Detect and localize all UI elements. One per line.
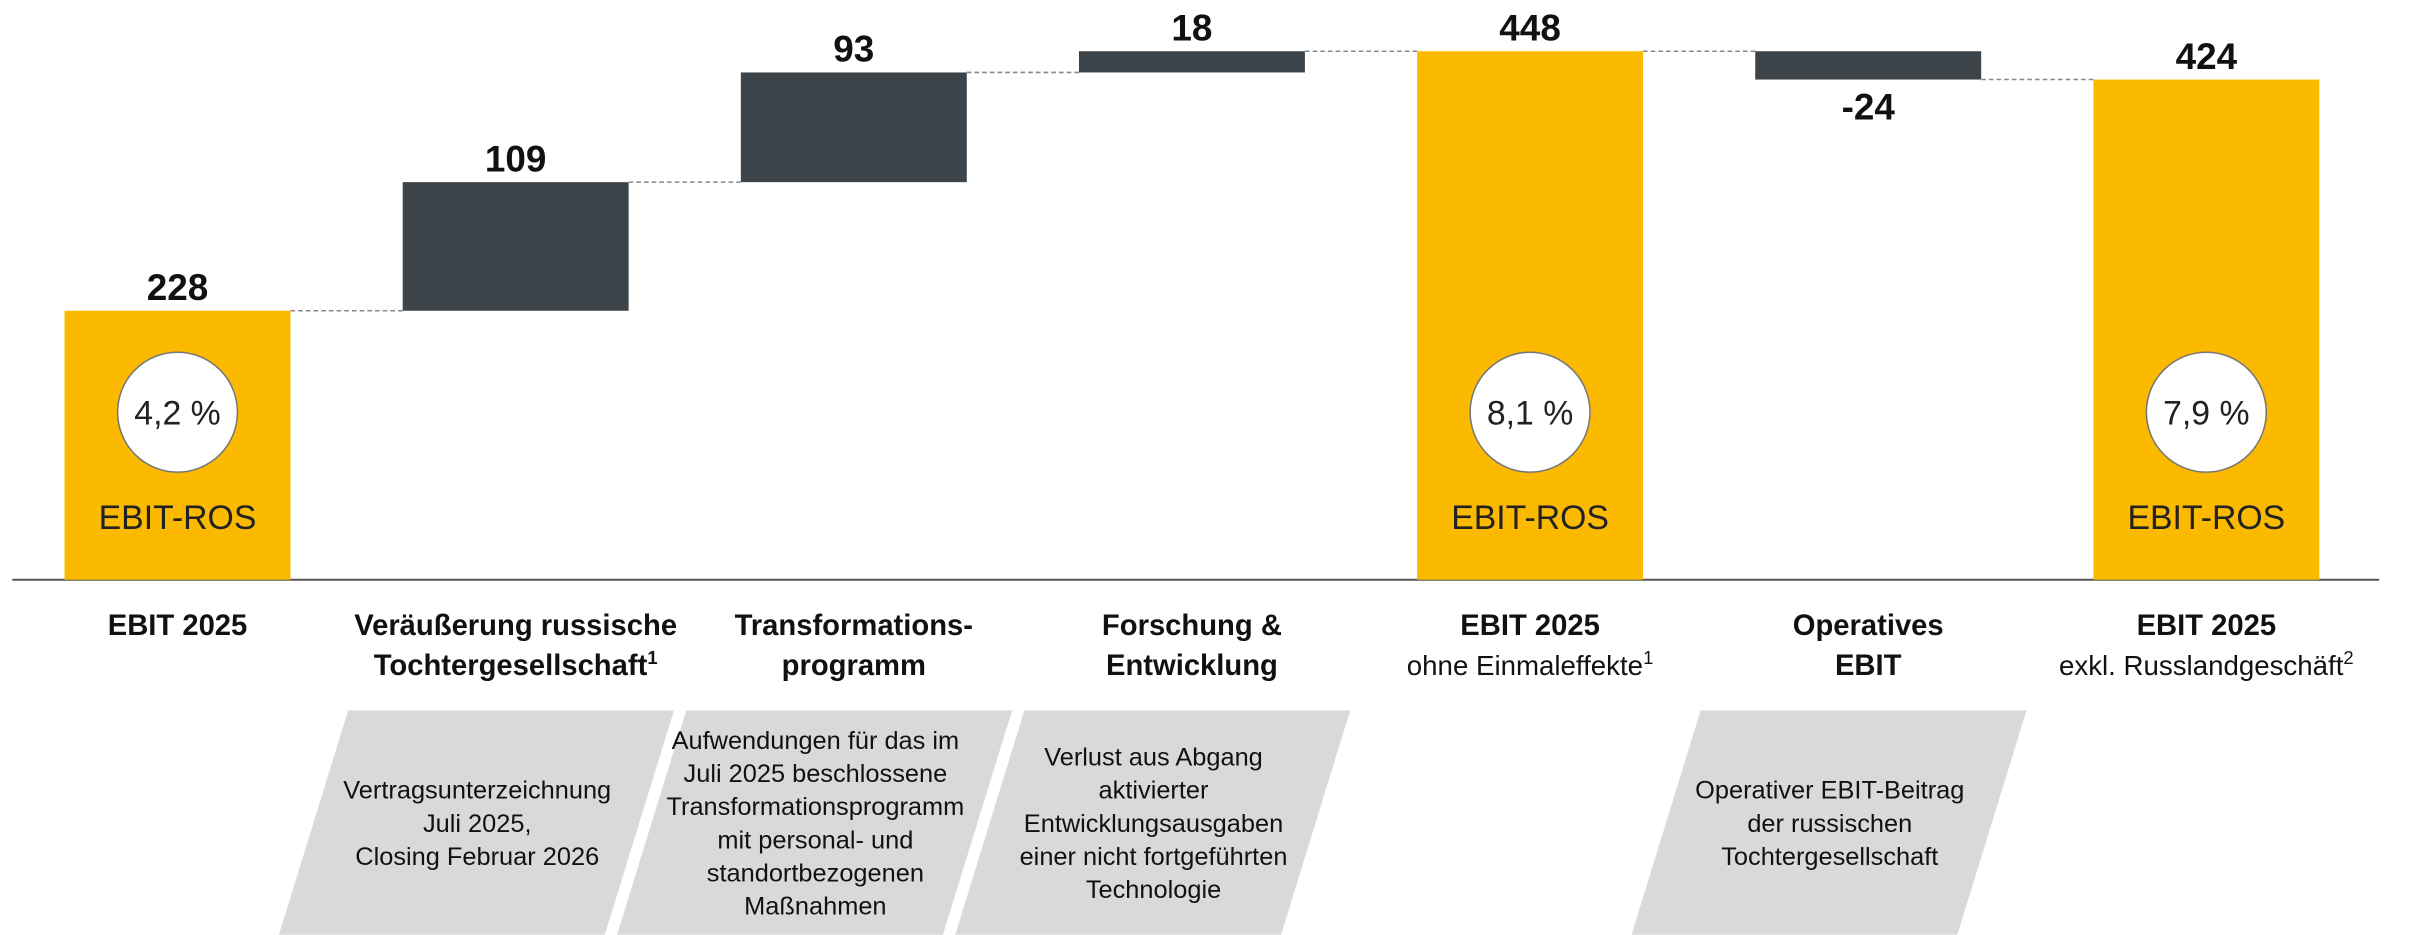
note-box xyxy=(1631,710,2027,935)
ros-value: 7,9 % xyxy=(2163,394,2249,432)
value-label: 18 xyxy=(1171,7,1212,48)
ros-caption: EBIT-ROS xyxy=(99,499,257,537)
note-box xyxy=(617,710,1013,935)
note-box xyxy=(278,710,674,935)
category-label: EBIT 2025 xyxy=(1460,610,1600,642)
sublabel-text: exkl. Russlandgeschäft xyxy=(2059,650,2344,681)
footnote: 2 xyxy=(2343,647,2353,668)
category-text: EBIT 2025 xyxy=(1460,610,1600,642)
category-text: EBIT 2025 xyxy=(108,610,248,642)
note-text: einer nicht fortgeführten xyxy=(1020,843,1288,871)
category-label: Transformations- xyxy=(735,610,973,642)
ros-caption: EBIT-ROS xyxy=(1451,499,1609,537)
note-text: Juli 2025, xyxy=(423,810,532,838)
note-text: Closing Februar 2026 xyxy=(355,843,599,871)
note-text: Transformationsprogramm xyxy=(666,793,964,821)
note-text: mit personal- und xyxy=(717,826,913,854)
category-text: programm xyxy=(782,650,926,682)
note-text: Operativer EBIT-Beitrag xyxy=(1695,777,1964,805)
category-label: Tochtergesellschaft1 xyxy=(374,647,658,682)
category-label: Forschung & xyxy=(1102,610,1282,642)
value-label: 424 xyxy=(2176,36,2238,77)
note-text: Aufwendungen für das im xyxy=(672,727,960,755)
bar xyxy=(2093,79,2320,580)
category-text: EBIT 2025 xyxy=(2137,610,2277,642)
note-text: Maßnahmen xyxy=(744,892,886,920)
category-label: Operatives xyxy=(1793,610,1944,642)
category-label: EBIT 2025 xyxy=(2137,610,2277,642)
ros-value: 8,1 % xyxy=(1487,394,1573,432)
value-label: 448 xyxy=(1499,7,1561,48)
note-text: Verlust aus Abgang xyxy=(1044,744,1263,772)
category-label: Veräußerung russische xyxy=(354,610,677,642)
category-sublabel: exkl. Russlandgeschäft2 xyxy=(2059,647,2354,681)
value-label: -24 xyxy=(1842,86,1896,127)
category-text: Entwicklung xyxy=(1106,650,1278,682)
category-label: EBIT xyxy=(1835,650,1902,682)
category-text: EBIT xyxy=(1835,650,1902,682)
note-text: Juli 2025 beschlossene xyxy=(684,760,948,788)
ros-circle xyxy=(2145,351,2268,473)
note-box xyxy=(955,710,1351,935)
ros-circle xyxy=(116,351,239,473)
category-text: Operatives xyxy=(1793,610,1944,642)
value-label: 93 xyxy=(833,29,874,70)
footnote: 1 xyxy=(1643,647,1653,668)
category-text: Transformations- xyxy=(735,610,973,642)
category-label: EBIT 2025 xyxy=(108,610,248,642)
bar xyxy=(1755,51,1982,80)
ros-circle xyxy=(1469,351,1591,473)
ros-value: 4,2 % xyxy=(134,394,220,432)
category-text: Forschung & xyxy=(1102,610,1282,642)
value-label: 228 xyxy=(147,267,209,308)
bar xyxy=(402,182,629,311)
category-label: Entwicklung xyxy=(1106,650,1278,682)
note-text: standortbezogenen xyxy=(707,859,924,887)
value-label: 109 xyxy=(485,138,547,179)
footnote: 1 xyxy=(647,647,657,668)
note-text: Vertragsunterzeichnung xyxy=(343,777,611,805)
sublabel-text: ohne Einmaleffekte xyxy=(1407,650,1643,681)
category-text: Veräußerung russische xyxy=(354,610,677,642)
note-text: aktivierter xyxy=(1099,777,1209,805)
category-sublabel: ohne Einmaleffekte1 xyxy=(1407,647,1654,681)
bar xyxy=(1417,51,1644,580)
note-text: Entwicklungsausgaben xyxy=(1024,810,1283,838)
note-text: der russischen xyxy=(1747,810,1912,838)
category-text: Tochtergesellschaft xyxy=(374,650,648,682)
ros-caption: EBIT-ROS xyxy=(2127,499,2285,537)
note-text: Technologie xyxy=(1086,876,1221,904)
bar xyxy=(1078,51,1305,73)
note-text: Tochtergesellschaft xyxy=(1721,843,1938,871)
category-label: programm xyxy=(782,650,926,682)
bar xyxy=(740,72,967,183)
